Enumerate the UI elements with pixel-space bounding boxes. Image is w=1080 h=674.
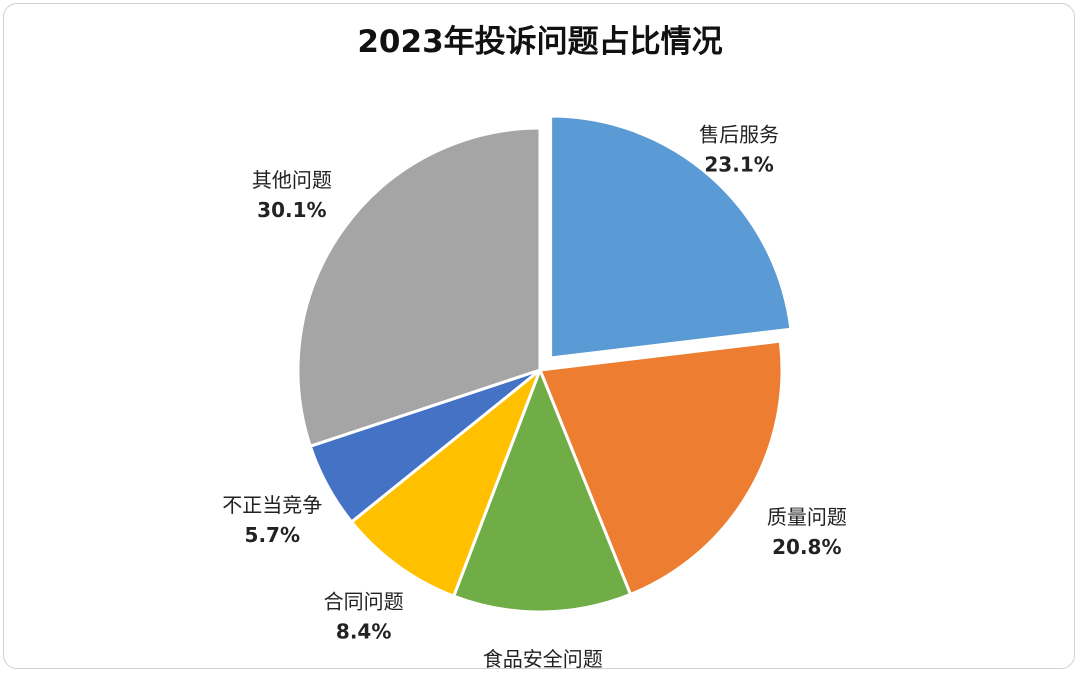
slice-label: 不正当竞争 — [222, 493, 322, 517]
pie-slices — [296, 114, 793, 614]
pie-slice — [538, 339, 784, 596]
pie-slice — [549, 114, 793, 360]
slice-label: 食品安全问题 — [483, 647, 603, 671]
pie-slice — [452, 368, 632, 614]
slice-label: 质量问题 — [767, 505, 847, 529]
slice-label: 售后服务 — [699, 123, 779, 147]
pie-slice — [296, 126, 542, 448]
slice-percent-label: 30.1% — [257, 198, 326, 222]
chart-title: 2023年投诉问题占比情况 — [357, 24, 722, 60]
slice-percent-label: 23.1% — [704, 153, 773, 177]
data-labels: 售后服务23.1%质量问题20.8%食品安全问题11.9%合同问题8.4%不正当… — [222, 123, 847, 671]
slice-label: 合同问题 — [324, 590, 404, 614]
slice-percent-label: 20.8% — [772, 535, 841, 559]
slice-percent-label: 8.4% — [336, 620, 391, 644]
slice-percent-label: 5.7% — [245, 523, 300, 547]
slice-label: 其他问题 — [252, 168, 332, 192]
pie-slice — [350, 368, 542, 598]
